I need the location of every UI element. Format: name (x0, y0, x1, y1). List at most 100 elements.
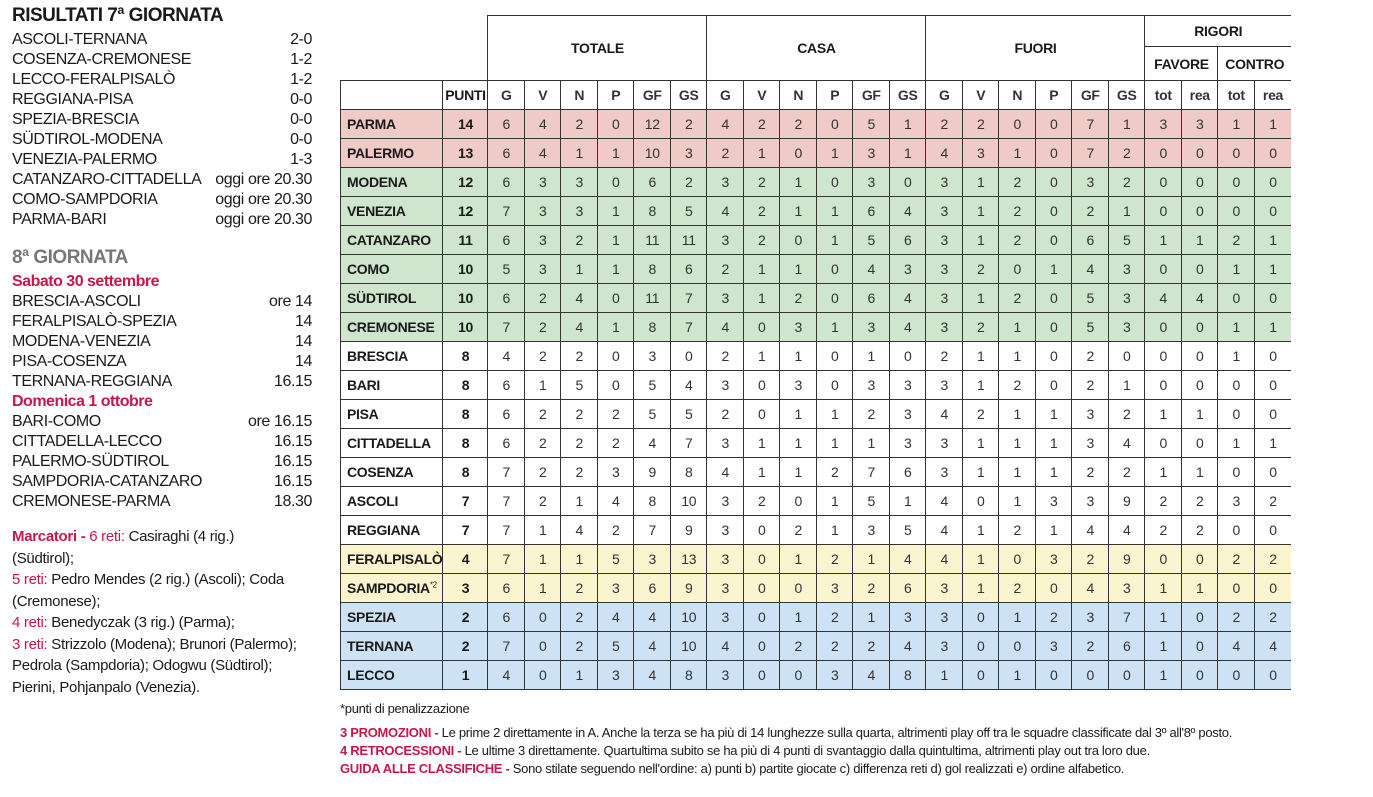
stat-cell: 3 (1071, 167, 1109, 197)
stat-cell: 0 (742, 573, 781, 603)
stat-cell: 2 (596, 515, 635, 545)
stat-cell: 3 (706, 660, 744, 690)
fixture-teams: BARI-COMO (12, 413, 101, 430)
stat-cell: 3 (815, 573, 854, 603)
stat-cell: 1 (888, 138, 927, 168)
stat-cell: 7 (487, 196, 525, 226)
stat-cell: 0 (1034, 341, 1073, 371)
team-name: COMO (339, 254, 444, 284)
stat-cell: 0 (815, 341, 854, 371)
stat-cell: 7 (669, 428, 708, 458)
stat-cell: 0 (1253, 573, 1291, 603)
stat-cell: 2 (815, 457, 854, 487)
stat-cell: 1 (1253, 109, 1291, 139)
team-label: BRESCIA (347, 348, 408, 364)
stat-cell: 3 (1107, 573, 1146, 603)
stat-cell: 2 (706, 254, 744, 284)
stat-cell: 4 (852, 660, 890, 690)
fixture-teams: MODENA-VENEZIA (12, 333, 151, 350)
team-name: REGGIANA (339, 515, 444, 545)
match-score: oggi ore 20.30 (215, 191, 312, 208)
stat-cell: 6 (888, 457, 927, 487)
stat-cell: 0 (1144, 196, 1182, 226)
stat-cell: 1 (1034, 428, 1073, 458)
team-name: PISA (339, 399, 444, 429)
table-row: MODENA 12 6 3 3 0 6 2 3 2 1 0 3 0 3 1 2 0 3 2 0 0 0 0 (339, 167, 1291, 197)
stat-cell: 5 (596, 544, 635, 574)
team-points: 2 (442, 602, 489, 632)
stat-cell: 3 (706, 225, 744, 255)
stat-cell: 7 (487, 544, 525, 574)
stat-cell: 0 (961, 631, 1000, 661)
stat-cell: 5 (669, 399, 708, 429)
match-teams: PARMA-BARI (12, 211, 107, 228)
stat-cell: 5 (888, 515, 927, 545)
stat-cell: 0 (1253, 457, 1291, 487)
team-points: 3 (442, 573, 489, 603)
stat-cell: 3 (925, 631, 963, 661)
stat-cell: 0 (1180, 660, 1219, 690)
stat-cell: 4 (1107, 428, 1146, 458)
stat-cell: 1 (961, 283, 1000, 313)
stat-cell: 2 (961, 312, 1000, 342)
col-header-gs: GS (1107, 80, 1146, 110)
stat-cell: 2 (560, 341, 598, 371)
team-label: CATANZARO (347, 232, 431, 248)
stat-cell: 5 (852, 109, 890, 139)
stat-cell: 3 (925, 457, 963, 487)
stat-cell: 4 (523, 138, 562, 168)
stat-cell: 4 (633, 602, 671, 632)
stat-cell: 1 (815, 515, 854, 545)
team-name: MODENA (339, 167, 444, 197)
stat-cell: 2 (523, 399, 562, 429)
team-label: REGGIANA (347, 522, 421, 538)
stat-cell: 0 (1253, 167, 1291, 197)
stat-cell: 4 (596, 486, 635, 516)
stat-cell: 0 (742, 312, 781, 342)
stat-cell: 2 (852, 631, 890, 661)
stat-cell: 0 (1217, 370, 1255, 400)
stat-cell: 1 (742, 457, 781, 487)
col-header-tot: tot (1144, 80, 1182, 110)
stat-cell: 1 (815, 486, 854, 516)
standings-table: TOTALE CASA FUORI RIGORI FAVORE CONTRO PUNTI G V… (339, 15, 1291, 690)
stat-cell: 1 (1217, 109, 1255, 139)
team-name: PALERMO (339, 138, 444, 168)
team-points: 13 (442, 138, 489, 168)
stat-cell: 1 (961, 225, 1000, 255)
team-name: CATANZARO (339, 225, 444, 255)
match-teams: COSENZA-CREMONESE (12, 51, 191, 68)
stat-cell: 0 (1253, 660, 1291, 690)
team-points: 12 (442, 167, 489, 197)
table-row: CREMONESE 10 7 2 4 1 8 7 4 0 3 1 3 4 3 2 1 0 5 3 0 0 1 1 (339, 312, 1291, 342)
stat-cell: 3 (596, 573, 635, 603)
stat-cell: 4 (925, 544, 963, 574)
match-score: oggi ore 20.30 (215, 211, 312, 228)
stat-cell: 3 (925, 283, 963, 313)
stat-cell: 1 (1107, 370, 1146, 400)
stat-cell: 2 (1180, 515, 1219, 545)
table-row: REGGIANA 7 7 1 4 2 7 9 3 0 2 1 3 5 4 1 2 1 4 4 2 2 0 0 (339, 515, 1291, 545)
team-label: ASCOLI (347, 493, 399, 509)
stat-cell: 6 (487, 167, 525, 197)
stat-cell: 1 (779, 341, 817, 371)
stat-cell: 4 (1071, 254, 1109, 284)
stat-cell: 0 (742, 399, 781, 429)
team-label: COMO (347, 261, 390, 277)
stat-cell: 5 (1107, 225, 1146, 255)
stat-cell: 0 (1180, 196, 1219, 226)
stat-cell: 0 (1034, 109, 1073, 139)
stat-cell: 0 (1144, 370, 1182, 400)
stat-cell: 3 (925, 428, 963, 458)
stat-cell: 1 (742, 283, 781, 313)
stat-cell: 1 (1144, 660, 1182, 690)
scorer-names: Casiraghi (4 rig.) (Südtirol); (12, 528, 235, 567)
team-label: PARMA (347, 116, 396, 132)
stat-cell: 1 (1144, 602, 1182, 632)
stat-cell: 1 (1034, 399, 1073, 429)
table-row: COSENZA 8 7 2 2 3 9 8 4 1 1 2 7 6 3 1 1 1 2 2 1 1 0 0 (339, 457, 1291, 487)
stat-cell: 2 (852, 573, 890, 603)
stat-cell: 3 (669, 138, 708, 168)
scorers: Marcatori - 6 reti: Casiraghi (4 rig.) (… (12, 526, 297, 698)
stat-cell: 8 (633, 486, 671, 516)
